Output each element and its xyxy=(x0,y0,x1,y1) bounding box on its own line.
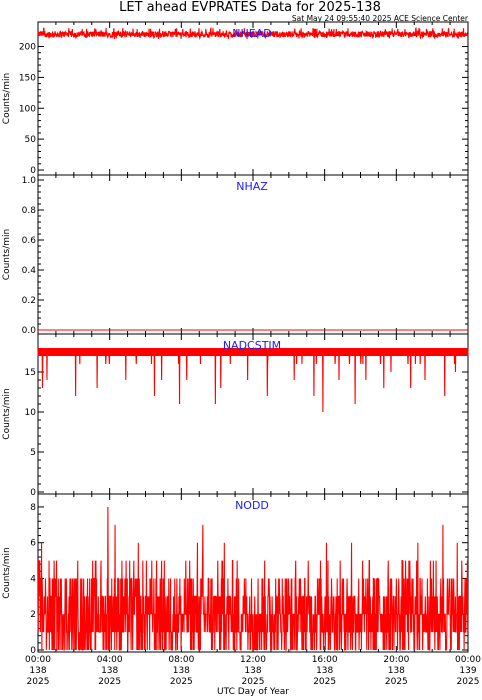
x-tick-text: 04:00 xyxy=(97,655,123,665)
y-tick-label: 2 xyxy=(30,610,36,620)
panel-label: NADCSTIM xyxy=(223,339,281,352)
y-tick-label: 0 xyxy=(30,488,36,498)
panel-label: NHAZ xyxy=(236,180,268,193)
y-tick-label: 0.4 xyxy=(22,266,37,276)
panel-label: NODD xyxy=(235,499,269,512)
x-tick-text: 138 xyxy=(244,666,261,676)
x-tick-text: 16:00 xyxy=(312,655,338,665)
x-tick-text: 138 xyxy=(388,666,405,676)
x-tick-text: 2025 xyxy=(98,677,121,687)
y-tick-label: 100 xyxy=(19,104,36,114)
x-tick-text: 20:00 xyxy=(383,655,409,665)
x-tick-text: 00:00 xyxy=(455,655,481,665)
y-tick-label: 10 xyxy=(25,408,37,418)
x-tick-text: 2025 xyxy=(313,677,336,687)
chart-title: LET ahead EVPRATES Data for 2025-138 xyxy=(119,0,381,15)
y-tick-label: 8 xyxy=(30,503,36,513)
y-axis-label: Counts/min xyxy=(2,229,12,280)
series-line-nadcstim xyxy=(37,347,469,413)
x-tick-text: 00:00 xyxy=(25,655,51,665)
x-tick-text: 138 xyxy=(173,666,190,676)
y-axis-label: Counts/min xyxy=(2,73,12,124)
y-tick-label: 0.8 xyxy=(22,206,37,216)
timestamp: Sat May 24 09:55:40 2025 ACE Science Cen… xyxy=(292,14,469,23)
y-tick-label: 200 xyxy=(19,43,36,53)
panels-group: 050100150200Counts/minNHEAD0.00.20.40.60… xyxy=(2,21,469,656)
x-tick-text: 138 xyxy=(101,666,118,676)
x-axis-label: UTC Day of Year xyxy=(217,687,289,697)
y-tick-label: 50 xyxy=(25,135,37,145)
x-tick-text: 08:00 xyxy=(168,655,194,665)
x-tick-text: 2025 xyxy=(170,677,193,687)
x-tick-text: 2025 xyxy=(457,677,480,687)
y-tick-label: 150 xyxy=(19,73,36,83)
y-tick-label: 0 xyxy=(30,166,36,176)
panel-frame xyxy=(37,174,469,335)
y-axis-label: Counts/min xyxy=(2,388,12,439)
panel-nhead: 0 50 100 150 200 Counts/min NHEAD xyxy=(2,21,469,176)
y-tick-label: 0.2 xyxy=(22,296,36,306)
series-line-nhead xyxy=(37,26,469,41)
x-tick-text: 2025 xyxy=(385,677,408,687)
y-axis-label: Counts/min xyxy=(2,547,12,598)
panel-nhaz: 0.0 0.2 0.4 0.6 0.8 1.0 Counts/min NHAZ xyxy=(2,174,469,336)
panel-frame xyxy=(37,21,469,176)
panel-nodd: 0 2 4 6 8 Counts/min NODD xyxy=(2,493,469,656)
y-tick-label: 6 xyxy=(30,539,36,549)
x-axis: 00:00138202504:00138202508:00138202512:0… xyxy=(25,655,481,687)
y-tick-label: 4 xyxy=(30,574,36,584)
panel-nadcstim: 0 5 10 15 Counts/min NADCSTIM xyxy=(2,333,469,498)
y-tick-label: 0.0 xyxy=(22,326,37,336)
panel-frame xyxy=(37,333,469,495)
x-tick-text: 139 xyxy=(459,666,476,676)
x-tick-text: 138 xyxy=(29,666,46,676)
x-tick-text: 12:00 xyxy=(240,655,266,665)
x-tick-text: 138 xyxy=(316,666,333,676)
y-tick-label: 1.0 xyxy=(22,176,37,186)
x-tick-text: 2025 xyxy=(27,677,50,687)
y-tick-label: 0.6 xyxy=(22,236,37,246)
y-tick-label: 15 xyxy=(25,368,36,378)
x-tick-text: 2025 xyxy=(242,677,265,687)
y-tick-label: 0 xyxy=(30,646,36,656)
y-tick-label: 5 xyxy=(30,448,36,458)
panel-label: NHEAD xyxy=(232,27,271,40)
series-line-nodd xyxy=(37,506,469,651)
